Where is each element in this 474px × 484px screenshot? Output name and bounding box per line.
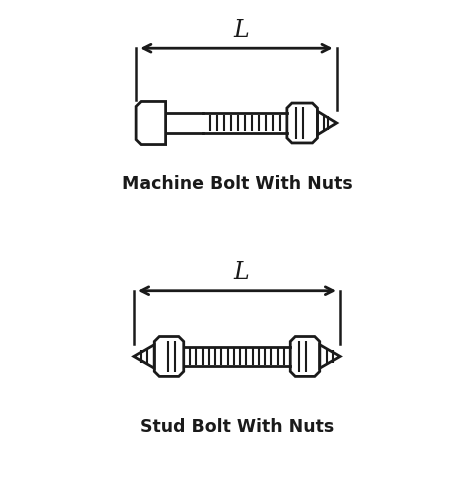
Text: L: L bbox=[233, 19, 249, 42]
Text: L: L bbox=[234, 261, 249, 285]
Text: Machine Bolt With Nuts: Machine Bolt With Nuts bbox=[122, 175, 352, 193]
Text: Stud Bolt With Nuts: Stud Bolt With Nuts bbox=[140, 418, 334, 436]
